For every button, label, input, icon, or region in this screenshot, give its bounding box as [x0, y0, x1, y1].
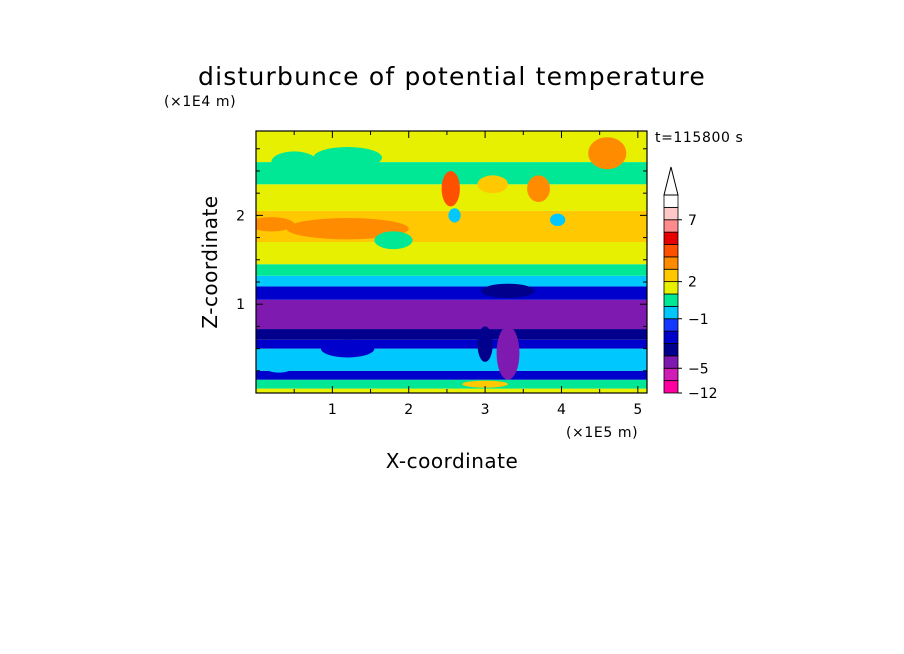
colorbar-extend-arrow: [663, 166, 679, 196]
contour-band-5: [256, 329, 647, 340]
contour-band-7: [256, 286, 647, 300]
colorbar-tick-label: −5: [688, 361, 709, 377]
colorbar-tick-label: −1: [688, 312, 709, 328]
colorbar-swatch-9: [663, 268, 679, 283]
colorbar-swatch-0: [663, 380, 679, 394]
colorbar-swatch-1: [663, 367, 679, 382]
contour-feature-14: [477, 326, 493, 362]
contour-band-4: [256, 339, 647, 349]
contour-feature-10: [313, 146, 383, 169]
contour-band-6: [256, 299, 647, 330]
y-axis-ticks: 12: [236, 148, 647, 372]
contour-band-0: [256, 388, 647, 393]
contour-band-2: [256, 370, 647, 380]
chart-title: disturbunce of potential temperature: [198, 62, 706, 91]
colorbar-tick-label: 7: [688, 213, 697, 229]
contour-feature-13: [496, 326, 520, 380]
colorbar-swatch-10: [663, 256, 679, 270]
colorbar: 7 2 −1 −5 −12: [663, 166, 718, 402]
contour-feature-3: [441, 170, 460, 207]
contour-feature-11: [271, 151, 318, 173]
contour-feature-16: [263, 360, 295, 373]
colorbar-swatch-7: [663, 293, 679, 307]
colorbar-swatch-8: [663, 281, 679, 295]
time-label: t=115800 s: [655, 130, 743, 146]
contour-feature-5: [477, 175, 509, 194]
plot-frame: [255, 130, 648, 394]
x-tick-label: 3: [481, 402, 490, 418]
x-unit-label: (×1E5 m): [566, 425, 638, 441]
y-unit-label: (×1E4 m): [164, 94, 236, 110]
colorbar-swatch-6: [663, 305, 679, 320]
plot-area: [256, 131, 647, 393]
contour-band-8: [256, 275, 647, 287]
contour-feature-1: [286, 218, 409, 240]
contour-feature-17: [553, 354, 600, 370]
colorbar-swatch-15: [663, 194, 679, 208]
colorbar-swatch-5: [663, 318, 679, 332]
x-axis-ticks: 1 2 3 4 5: [293, 131, 642, 418]
colorbar-swatch-3: [663, 343, 679, 357]
contour-feature-4: [527, 175, 551, 203]
y-tick-label: 1: [236, 297, 245, 313]
x-axis-label: X-coordinate: [386, 449, 519, 473]
colorbar-swatch-12: [663, 231, 679, 245]
x-tick-label: 2: [404, 402, 413, 418]
colorbar-tick-label: −12: [688, 386, 718, 402]
contour-feature-15: [320, 339, 375, 358]
colorbar-tick-label: 2: [688, 275, 697, 291]
colorbar-swatch-2: [663, 355, 679, 369]
contour-feature-18: [462, 380, 509, 388]
colorbar-swatch-11: [663, 244, 679, 258]
contour-feature-9: [374, 231, 413, 250]
colorbar-swatch-4: [663, 330, 679, 344]
contour-feature-6: [448, 208, 461, 223]
colorbar-swatch-13: [663, 219, 679, 233]
y-axis-label: Z-coordinate: [198, 195, 222, 328]
contour-feature-2: [588, 137, 627, 170]
x-tick-label: 4: [557, 402, 566, 418]
contour-feature-0: [256, 217, 295, 232]
contour-band-10: [256, 242, 647, 265]
y-tick-label: 2: [236, 208, 245, 224]
contour-band-1: [256, 379, 647, 389]
contour-feature-7: [550, 213, 566, 227]
contour-band-9: [256, 264, 647, 276]
contour-feature-12: [481, 283, 535, 298]
colorbar-swatch-14: [663, 206, 679, 221]
x-tick-label: 5: [633, 402, 642, 418]
x-tick-label: 1: [328, 402, 337, 418]
